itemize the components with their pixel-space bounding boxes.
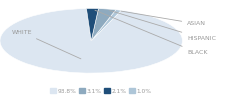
Text: WHITE: WHITE — [12, 30, 81, 59]
Wedge shape — [91, 9, 116, 41]
Legend: 93.8%, 3.1%, 2.1%, 1.0%: 93.8%, 3.1%, 2.1%, 1.0% — [48, 86, 154, 96]
Text: ASIAN: ASIAN — [121, 11, 206, 26]
Text: BLACK: BLACK — [95, 10, 208, 55]
Wedge shape — [0, 8, 182, 73]
Wedge shape — [91, 10, 121, 41]
Text: HISPANIC: HISPANIC — [110, 10, 216, 41]
Wedge shape — [86, 8, 98, 41]
